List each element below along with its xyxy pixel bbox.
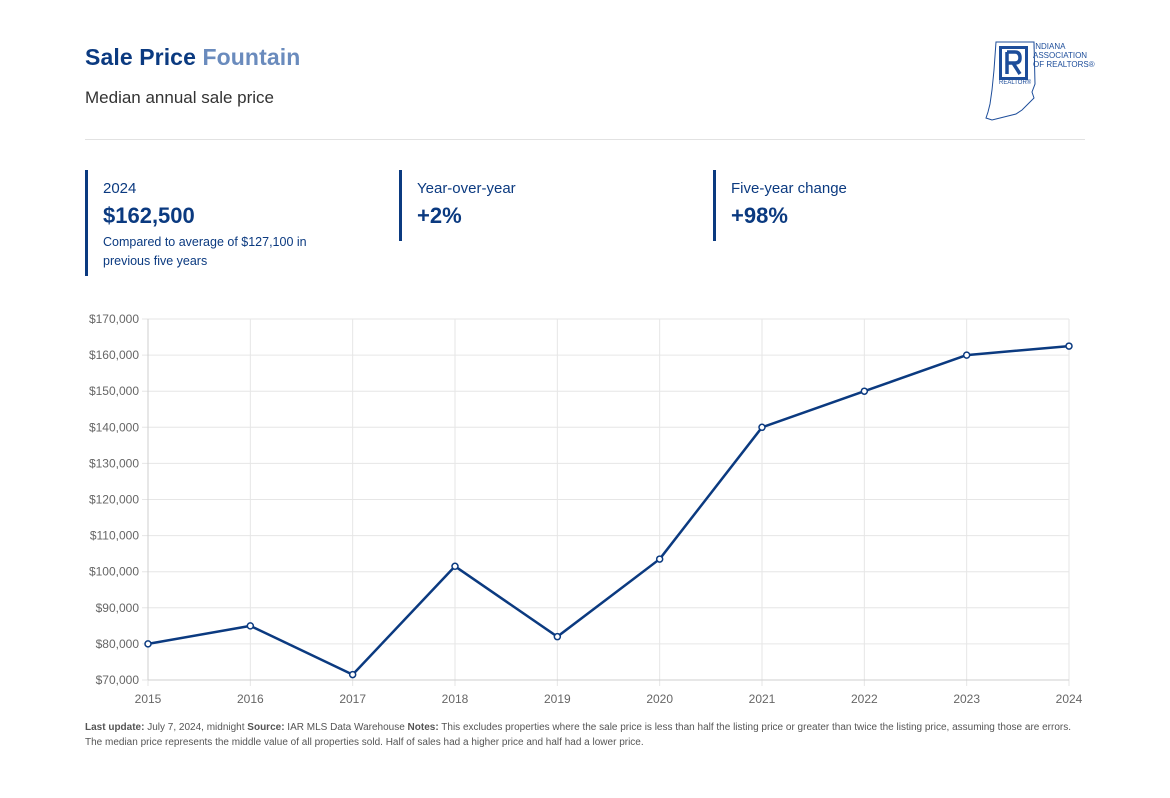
stat-five-year-change: Five-year change +98% — [713, 170, 847, 241]
y-tick-label: $160,000 — [89, 348, 139, 362]
title-place: Fountain — [202, 44, 301, 70]
data-point — [553, 632, 562, 641]
y-tick-label: $90,000 — [96, 601, 140, 615]
indiana-state-outline-icon — [985, 41, 1036, 121]
y-tick-label: $150,000 — [89, 384, 139, 398]
data-point — [348, 670, 357, 679]
header-divider — [85, 139, 1085, 140]
data-point — [758, 423, 766, 432]
notes-value: This excludes properties where the sale … — [85, 722, 1072, 748]
page-subtitle: Median annual sale price — [85, 88, 275, 107]
stat-value: +2% — [417, 203, 462, 228]
data-point — [962, 351, 971, 359]
logo-line-1: INDIANA — [1033, 42, 1066, 51]
x-tick-label: 2018 — [442, 692, 469, 706]
stat-value: +98% — [731, 203, 788, 228]
x-tick-label: 2017 — [339, 692, 366, 706]
footer-notes: Last update: July 7, 2024, midnight Sour… — [85, 720, 1085, 750]
x-tick-label: 2022 — [851, 692, 878, 706]
source-value: IAR MLS Data Warehouse — [284, 722, 408, 733]
stat-current-year: 2024 $162,500 Compared to average of $12… — [85, 170, 343, 276]
stat-value: $162,500 — [103, 203, 195, 228]
x-tick-label: 2020 — [646, 692, 673, 706]
logo-realtor-mark: REALTOR® — [999, 80, 1032, 86]
x-tick-label: 2023 — [953, 692, 980, 706]
data-point — [451, 562, 459, 571]
x-tick-label: 2015 — [135, 692, 162, 706]
stat-note: Compared to average of $127,100 in previ… — [103, 235, 307, 268]
header: Sale Price Fountain — [85, 44, 1085, 71]
x-tick-label: 2024 — [1056, 692, 1083, 706]
data-point — [655, 555, 664, 563]
series-line — [147, 344, 1070, 676]
logo-text: INDIANA ASSOCIATION of REALTORS® — [1033, 42, 1095, 69]
x-tick-label: 2019 — [544, 692, 571, 706]
data-point — [144, 640, 152, 648]
sale-price-line-chart: $70,000 $80,000 $90,000 $100,000 $110,000 $12… — [89, 312, 1083, 706]
logo-line-2: ASSOCIATION — [1033, 51, 1088, 60]
data-point — [860, 387, 869, 395]
y-tick-label: $130,000 — [89, 456, 139, 470]
stat-label: 2024 — [103, 180, 137, 197]
page-title: Sale Price Fountain — [85, 44, 1085, 71]
logo-line-3: of REALTORS® — [1033, 60, 1095, 69]
title-prefix: Sale Price — [85, 44, 196, 70]
data-point — [1065, 342, 1073, 350]
notes-label: Notes: — [407, 722, 439, 733]
indiana-realtors-logo — [982, 40, 1087, 124]
y-tick-label: $140,000 — [89, 420, 139, 434]
y-tick-label: $100,000 — [89, 565, 139, 579]
stat-label: Year-over-year — [417, 180, 516, 197]
last-update-label: Last update: — [85, 722, 145, 733]
stat-year-over-year: Year-over-year +2% — [399, 170, 516, 241]
y-tick-label: $110,000 — [90, 529, 139, 543]
y-tick-label: $170,000 — [89, 312, 139, 326]
y-tick-label: $120,000 — [89, 493, 139, 507]
source-label: Source: — [247, 722, 285, 733]
y-tick-label: $70,000 — [96, 673, 140, 687]
x-tick-label: 2021 — [749, 692, 776, 706]
data-point — [246, 622, 255, 630]
stat-label: Five-year change — [731, 180, 847, 197]
last-update-value: July 7, 2024, midnight — [144, 722, 248, 733]
x-tick-label: 2016 — [237, 692, 264, 706]
y-tick-label: $80,000 — [96, 637, 140, 651]
